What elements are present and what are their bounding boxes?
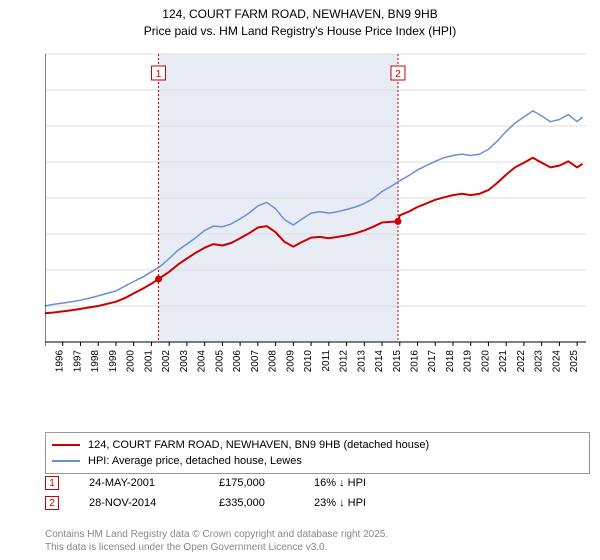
svg-text:2019: 2019 <box>463 350 474 373</box>
legend-swatch <box>52 460 80 462</box>
svg-text:2: 2 <box>395 69 401 80</box>
svg-text:2020: 2020 <box>480 350 491 373</box>
svg-text:1998: 1998 <box>90 350 101 373</box>
svg-text:2009: 2009 <box>285 350 296 373</box>
svg-text:2022: 2022 <box>516 350 527 373</box>
sale-marker-table: 1 24-MAY-2001£175,00016% ↓ HPI 2 28-NOV-201… <box>45 473 434 513</box>
svg-text:2007: 2007 <box>250 350 261 373</box>
svg-text:2018: 2018 <box>445 350 456 373</box>
legend-row: HPI: Average price, detached house, Lewe… <box>52 453 583 469</box>
svg-text:2015: 2015 <box>392 350 403 373</box>
marker-date: 24-MAY-2001 <box>89 477 219 489</box>
attribution-line-1: Contains HM Land Registry data © Crown c… <box>45 528 388 541</box>
svg-text:2011: 2011 <box>321 350 332 372</box>
svg-text:2010: 2010 <box>303 350 314 373</box>
chart-title: 124, COURT FARM ROAD, NEWHAVEN, BN9 9HB … <box>0 0 600 40</box>
attribution: Contains HM Land Registry data © Crown c… <box>45 528 388 554</box>
title-line-2: Price paid vs. HM Land Registry's House … <box>0 23 600 40</box>
svg-text:2017: 2017 <box>427 350 438 373</box>
marker-number-box: 1 <box>45 476 59 490</box>
marker-price: £335,000 <box>219 497 314 509</box>
marker-diff: 16% ↓ HPI <box>314 477 434 489</box>
chart-svg: £0£100K£200K£300K£400K£500K£600K£700K£80… <box>45 50 590 390</box>
sale-marker-row: 2 28-NOV-2014£335,00023% ↓ HPI <box>45 493 434 513</box>
sale-marker-row: 1 24-MAY-2001£175,00016% ↓ HPI <box>45 473 434 493</box>
svg-text:2021: 2021 <box>498 350 509 373</box>
title-line-1: 124, COURT FARM ROAD, NEWHAVEN, BN9 9HB <box>0 6 600 23</box>
svg-text:2025: 2025 <box>569 350 580 373</box>
svg-text:2014: 2014 <box>374 350 385 373</box>
svg-text:1997: 1997 <box>72 350 83 373</box>
svg-text:2008: 2008 <box>268 350 279 373</box>
svg-text:2016: 2016 <box>409 350 420 373</box>
svg-text:1995: 1995 <box>45 350 48 373</box>
svg-text:2023: 2023 <box>534 350 545 373</box>
svg-text:2002: 2002 <box>161 350 172 373</box>
legend-row: 124, COURT FARM ROAD, NEWHAVEN, BN9 9HB … <box>52 437 583 453</box>
svg-text:2005: 2005 <box>214 350 225 373</box>
legend-label: HPI: Average price, detached house, Lewe… <box>88 455 302 467</box>
svg-text:2001: 2001 <box>143 350 154 373</box>
svg-text:2012: 2012 <box>339 350 350 373</box>
marker-number-box: 2 <box>45 496 59 510</box>
legend-label: 124, COURT FARM ROAD, NEWHAVEN, BN9 9HB … <box>88 439 429 451</box>
marker-date: 28-NOV-2014 <box>89 497 219 509</box>
svg-text:2013: 2013 <box>356 350 367 373</box>
legend-swatch <box>52 444 80 446</box>
legend: 124, COURT FARM ROAD, NEWHAVEN, BN9 9HB … <box>45 432 590 474</box>
attribution-line-2: This data is licensed under the Open Gov… <box>45 541 388 554</box>
svg-text:1: 1 <box>156 69 162 80</box>
svg-text:1996: 1996 <box>55 350 66 373</box>
svg-text:1999: 1999 <box>108 350 119 373</box>
svg-text:2006: 2006 <box>232 350 243 373</box>
marker-price: £175,000 <box>219 477 314 489</box>
price-chart: £0£100K£200K£300K£400K£500K£600K£700K£80… <box>45 50 590 390</box>
svg-text:2024: 2024 <box>551 350 562 373</box>
svg-text:2004: 2004 <box>197 350 208 373</box>
svg-text:2000: 2000 <box>126 350 137 373</box>
marker-diff: 23% ↓ HPI <box>314 497 434 509</box>
svg-text:2003: 2003 <box>179 350 190 373</box>
